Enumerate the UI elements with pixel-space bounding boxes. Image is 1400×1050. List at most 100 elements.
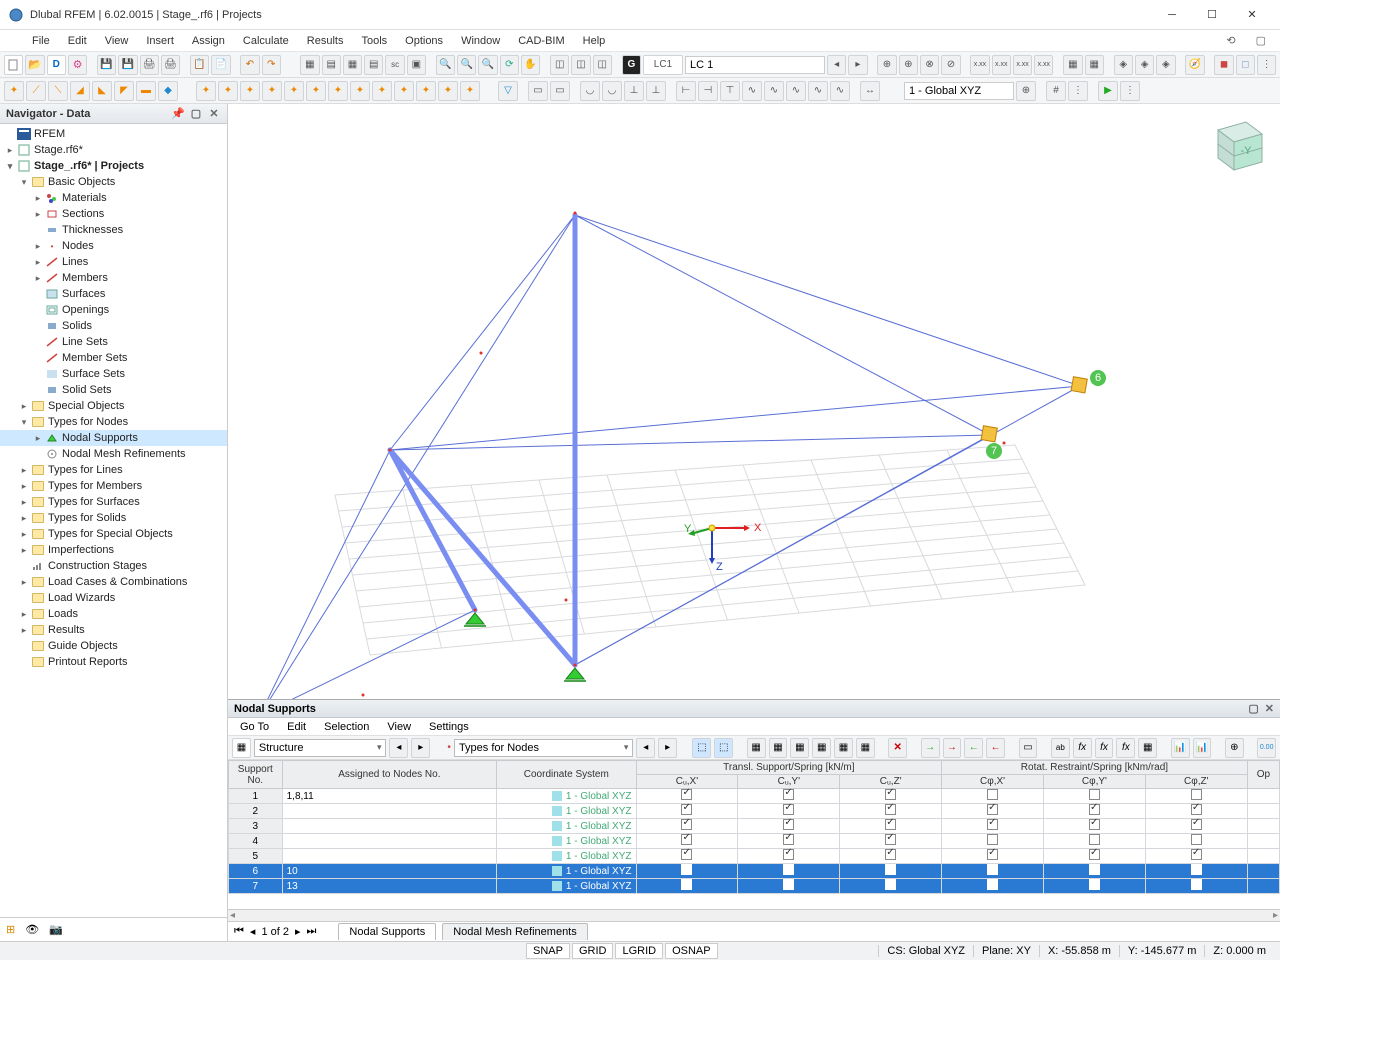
- tree-item[interactable]: ▸Results: [0, 622, 227, 638]
- tb2-h8[interactable]: ∿: [830, 81, 850, 101]
- bpt-abc[interactable]: ab: [1051, 738, 1070, 758]
- navigator-tree[interactable]: RFEM▸Stage.rf6*▾Stage_.rf6* | Projects▾B…: [0, 124, 227, 917]
- bpt-prev[interactable]: ◂: [389, 738, 408, 758]
- tb-xxx2[interactable]: x.xx: [992, 55, 1011, 75]
- tb2-3[interactable]: ⟍: [48, 81, 68, 101]
- tree-item[interactable]: Guide Objects: [0, 638, 227, 654]
- cs-combo[interactable]: [904, 82, 1014, 100]
- tree-item[interactable]: ▸Types for Members: [0, 478, 227, 494]
- tb-xxx1[interactable]: x.xx: [970, 55, 989, 75]
- tree-item[interactable]: Solids: [0, 318, 227, 334]
- tree-item[interactable]: ▾Stage_.rf6* | Projects: [0, 158, 227, 174]
- tree-item[interactable]: ▸Types for Special Objects: [0, 526, 227, 542]
- tb-r2[interactable]: ⊕: [899, 55, 918, 75]
- tb-table[interactable]: ▦: [343, 55, 362, 75]
- tb2-grid[interactable]: #: [1046, 81, 1066, 101]
- tree-item[interactable]: Member Sets: [0, 350, 227, 366]
- bpf-prev[interactable]: ◂: [250, 925, 256, 938]
- tb2-h5[interactable]: ∿: [764, 81, 784, 101]
- bpt-fx1[interactable]: fx: [1073, 738, 1092, 758]
- icon-pin[interactable]: ⟲: [1218, 32, 1243, 49]
- bpt-tbl[interactable]: ▦: [1138, 738, 1157, 758]
- tb2-more[interactable]: ⋮: [1068, 81, 1088, 101]
- tb2-sel1[interactable]: ▭: [528, 81, 548, 101]
- tb2-10[interactable]: ✦: [218, 81, 238, 101]
- tb-r1[interactable]: ⊕: [877, 55, 896, 75]
- bpt-combo2[interactable]: Types for Nodes: [454, 739, 633, 757]
- tb-zoomwin[interactable]: 🔍: [457, 55, 476, 75]
- tree-item[interactable]: Construction Stages: [0, 558, 227, 574]
- tree-item[interactable]: Nodal Mesh Refinements: [0, 446, 227, 462]
- tab-nodal-mesh[interactable]: Nodal Mesh Refinements: [442, 923, 588, 940]
- bpt-xl1[interactable]: 📊: [1171, 738, 1190, 758]
- tree-item[interactable]: ▸Sections: [0, 206, 227, 222]
- tb-cube[interactable]: ◼: [1214, 55, 1233, 75]
- menu-edit[interactable]: Edit: [60, 33, 95, 49]
- tb-console[interactable]: ▣: [407, 55, 426, 75]
- tree-item[interactable]: ▸Loads: [0, 606, 227, 622]
- tab-nodal-supports[interactable]: Nodal Supports: [338, 923, 436, 940]
- tb2-h4[interactable]: ∿: [742, 81, 762, 101]
- bpt-xl2[interactable]: 📊: [1193, 738, 1212, 758]
- tb2-play[interactable]: ▶: [1098, 81, 1118, 101]
- tb2-h6[interactable]: ∿: [786, 81, 806, 101]
- tb-ax1[interactable]: ◈: [1114, 55, 1133, 75]
- tb-view2[interactable]: ◫: [571, 55, 590, 75]
- tb-pan[interactable]: ✋: [521, 55, 540, 75]
- bpt-del[interactable]: ✕: [888, 738, 907, 758]
- menu-calculate[interactable]: Calculate: [235, 33, 297, 49]
- bpt-a1[interactable]: →: [921, 738, 940, 758]
- tb-gear[interactable]: ⚙: [68, 55, 87, 75]
- tb-undo[interactable]: ↶: [240, 55, 259, 75]
- tb-printpreview[interactable]: 🖨: [161, 55, 180, 75]
- tb2-15[interactable]: ✦: [328, 81, 348, 101]
- tb2-sup2[interactable]: ◡: [602, 81, 622, 101]
- tree-item[interactable]: ▸Lines: [0, 254, 227, 270]
- tb2-sup3[interactable]: ⊥: [624, 81, 644, 101]
- bpt-g6[interactable]: ▦: [856, 738, 875, 758]
- tb2-19[interactable]: ✦: [416, 81, 436, 101]
- table-row[interactable]: 41 - Global XYZ: [229, 834, 1280, 849]
- nav-eye-icon[interactable]: 👁: [25, 923, 39, 936]
- nav-close-icon[interactable]: ✕: [207, 107, 221, 121]
- sb-snap[interactable]: SNAP: [526, 943, 570, 959]
- tb-zoomext[interactable]: 🔍: [478, 55, 497, 75]
- tb-view1[interactable]: ◫: [550, 55, 569, 75]
- tb-calc[interactable]: G: [622, 55, 641, 75]
- bpt-g2[interactable]: ▦: [769, 738, 788, 758]
- menu-cadbim[interactable]: CAD-BIM: [510, 33, 572, 49]
- tb2-sel2[interactable]: ▭: [550, 81, 570, 101]
- tb-new[interactable]: [4, 55, 23, 75]
- tb2-sup4[interactable]: ⊥: [646, 81, 666, 101]
- tb-d[interactable]: D: [47, 55, 66, 75]
- bpt-win[interactable]: ▭: [1019, 738, 1038, 758]
- close-button[interactable]: ✕: [1232, 1, 1272, 29]
- bpt-a4[interactable]: ←: [986, 738, 1005, 758]
- tree-item[interactable]: ▾Basic Objects: [0, 174, 227, 190]
- tb-paste[interactable]: 📄: [211, 55, 230, 75]
- tb2-20[interactable]: ✦: [438, 81, 458, 101]
- tree-item[interactable]: Thicknesses: [0, 222, 227, 238]
- menu-help[interactable]: Help: [575, 33, 614, 49]
- menu-window[interactable]: Window: [453, 33, 508, 49]
- menu-results[interactable]: Results: [299, 33, 352, 49]
- tb2-4[interactable]: ◢: [70, 81, 90, 101]
- tree-item[interactable]: RFEM: [0, 126, 227, 142]
- minimize-button[interactable]: ─: [1152, 1, 1192, 29]
- tb-xxx4[interactable]: x.xx: [1034, 55, 1053, 75]
- lc-combo[interactable]: [685, 56, 825, 74]
- tb2-17[interactable]: ✦: [372, 81, 392, 101]
- bpf-next[interactable]: ▸: [295, 925, 301, 938]
- supports-table[interactable]: Support No.Assigned to Nodes No.Coordina…: [228, 760, 1280, 909]
- tb2-h3[interactable]: ⊤: [720, 81, 740, 101]
- tb2-11[interactable]: ✦: [240, 81, 260, 101]
- bpf-last[interactable]: ⏭: [307, 925, 317, 938]
- tb2-dim[interactable]: ↔: [860, 81, 880, 101]
- tb2-node[interactable]: ✦: [4, 81, 24, 101]
- tree-item[interactable]: Load Wizards: [0, 590, 227, 606]
- nav-cam-icon[interactable]: 📷: [49, 923, 63, 936]
- bpt-prev2[interactable]: ◂: [636, 738, 655, 758]
- bpt-sel1[interactable]: ⬚: [692, 738, 711, 758]
- tree-item[interactable]: Openings: [0, 302, 227, 318]
- table-row[interactable]: 11,8,111 - Global XYZ: [229, 789, 1280, 804]
